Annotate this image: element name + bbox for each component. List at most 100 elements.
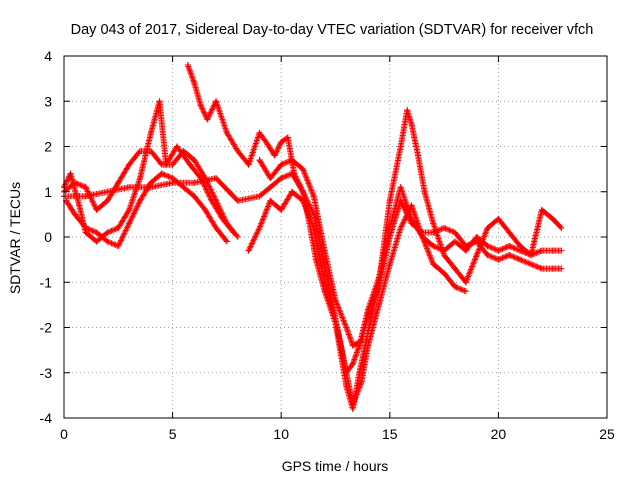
data-point	[213, 98, 220, 105]
y-tick-label: -2	[40, 320, 53, 336]
data-point	[549, 247, 556, 254]
data-point	[126, 220, 133, 227]
data-point	[104, 188, 111, 195]
data-point	[397, 224, 404, 231]
data-point	[126, 161, 133, 168]
data-point	[310, 211, 317, 218]
data-point	[484, 224, 491, 231]
data-point	[419, 229, 426, 236]
data-point	[473, 238, 480, 245]
data-point	[495, 215, 502, 222]
data-point	[321, 247, 328, 254]
data-point	[104, 238, 111, 245]
data-point	[223, 238, 230, 245]
data-point	[137, 175, 144, 182]
x-tick-label: 5	[169, 426, 177, 442]
series-trace	[245, 184, 563, 376]
data-point	[397, 197, 404, 204]
data-point	[191, 193, 198, 200]
data-point	[451, 229, 458, 236]
data-point	[173, 143, 180, 150]
data-point	[115, 179, 122, 186]
data-point	[93, 206, 100, 213]
data-point	[517, 247, 524, 254]
data-point	[310, 224, 317, 231]
data-point	[147, 184, 154, 191]
data-point	[343, 383, 350, 390]
data-point	[169, 161, 176, 168]
data-point	[147, 129, 154, 136]
data-point	[430, 261, 437, 268]
data-point	[82, 193, 89, 200]
data-point	[441, 224, 448, 231]
data-point	[271, 152, 278, 159]
data-point	[76, 202, 83, 209]
data-point	[415, 152, 422, 159]
y-tick-label: -4	[40, 410, 53, 426]
data-point	[386, 197, 393, 204]
data-point	[473, 252, 480, 259]
data-point	[430, 220, 437, 227]
x-tick-label: 10	[273, 426, 289, 442]
data-point	[451, 265, 458, 272]
data-point	[343, 369, 350, 376]
data-point	[358, 338, 365, 345]
data-point	[549, 265, 556, 272]
data-point	[126, 206, 133, 213]
data-point	[208, 197, 215, 204]
data-point	[321, 279, 328, 286]
data-point	[158, 170, 165, 177]
data-point	[312, 256, 319, 263]
data-point	[517, 256, 524, 263]
data-point	[204, 116, 211, 123]
chart-title: Day 043 of 2017, Sidereal Day-to-day VTE…	[71, 22, 594, 38]
data-point	[278, 206, 285, 213]
data-point	[495, 247, 502, 254]
data-point	[82, 224, 89, 231]
data-point	[163, 161, 170, 168]
data-point	[495, 256, 502, 263]
data-point	[291, 170, 298, 177]
data-point	[93, 238, 100, 245]
data-point	[430, 243, 437, 250]
x-tick-label: 20	[491, 426, 507, 442]
data-point	[278, 138, 285, 145]
grid-lines	[64, 56, 607, 418]
data-point	[115, 243, 122, 250]
data-point	[538, 247, 545, 254]
data-point	[213, 175, 220, 182]
data-point	[202, 206, 209, 213]
x-tick-label: 25	[599, 426, 615, 442]
data-point	[506, 243, 513, 250]
y-axis-label: SDTVAR / TECUs	[7, 182, 23, 294]
data-point	[484, 252, 491, 259]
data-point	[186, 161, 193, 168]
data-point	[230, 229, 237, 236]
data-point	[104, 229, 111, 236]
data-point	[104, 197, 111, 204]
data-point	[558, 224, 565, 231]
data-point	[267, 175, 274, 182]
data-point	[506, 252, 513, 259]
data-point	[558, 247, 565, 254]
data-point	[462, 288, 469, 295]
data-point	[430, 229, 437, 236]
x-tick-label: 0	[60, 426, 68, 442]
data-point	[299, 197, 306, 204]
data-point	[197, 102, 204, 109]
data-point	[71, 211, 78, 218]
y-tick-label: -1	[40, 274, 53, 290]
series-track-7	[256, 157, 565, 349]
data-point	[245, 247, 252, 254]
data-point	[375, 283, 382, 290]
data-point	[115, 224, 122, 231]
data-point	[349, 360, 356, 367]
data-point	[245, 161, 252, 168]
data-point	[299, 166, 306, 173]
data-point	[356, 369, 363, 376]
data-point	[256, 224, 263, 231]
data-point	[137, 197, 144, 204]
data-point	[82, 184, 89, 191]
series-track-5	[184, 62, 565, 412]
